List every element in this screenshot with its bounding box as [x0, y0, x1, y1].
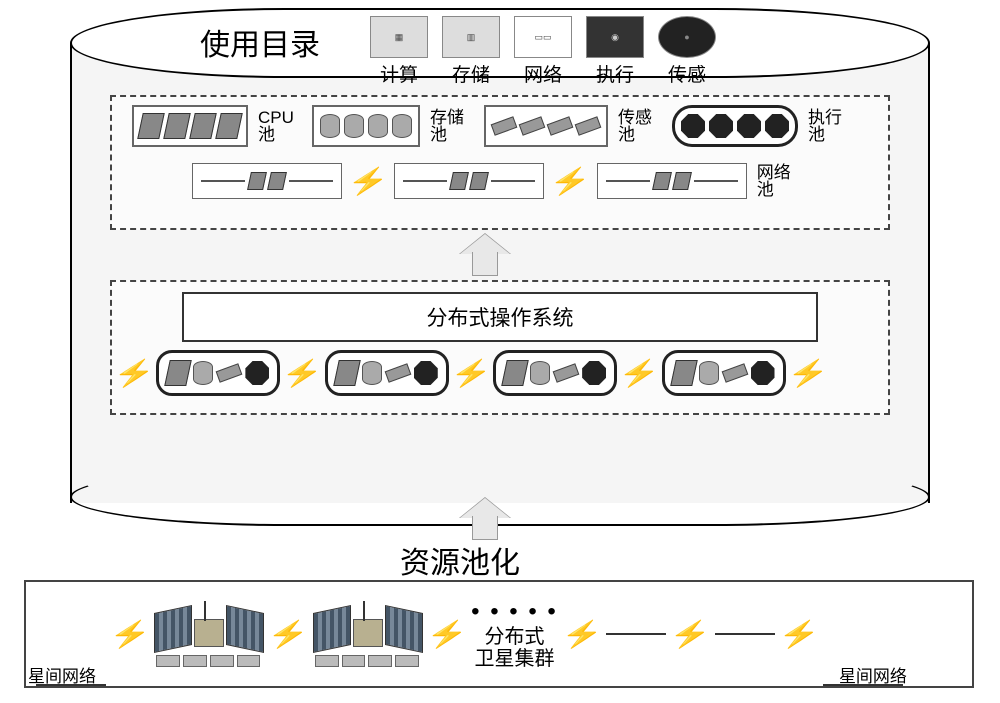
exec-pool: [672, 105, 798, 147]
catalog-network: ▭▭ 网络: [514, 16, 572, 87]
sat-resource-node: [493, 350, 617, 396]
sat-node-row: ⚡ ⚡ ⚡ ⚡ ⚡: [112, 350, 888, 396]
storage-icon: ▥: [442, 16, 500, 58]
bolt-icon: ⚡: [561, 621, 603, 647]
cluster-label: 分布式 卫星集群: [471, 626, 558, 670]
catalog-storage: ▥ 存储: [442, 16, 500, 87]
bolt-icon: ⚡: [113, 360, 155, 386]
catalog-exec: ◉ 执行: [586, 16, 644, 87]
sat-resource-node: [325, 350, 449, 396]
catalog-compute: ▦ 计算: [370, 16, 428, 87]
bolt-icon: ⚡: [550, 168, 592, 194]
cpu-icon: ▦: [370, 16, 428, 58]
catalog-row: ▦ 计算 ▥ 存储 ▭▭ 网络 ◉ 执行 ● 传感: [370, 16, 716, 87]
actuator-icon: ◉: [586, 16, 644, 58]
bolt-icon: ⚡: [450, 360, 492, 386]
catalog-sense: ● 传感: [658, 16, 716, 87]
storage-pool-label: 存储 池: [430, 109, 474, 143]
distributed-os-panel: 分布式操作系统 ⚡ ⚡ ⚡ ⚡ ⚡: [110, 280, 890, 415]
cpu-pool: [132, 105, 248, 147]
link-line: [606, 633, 666, 635]
distributed-os-box: 分布式操作系统: [182, 292, 818, 342]
catalog-label: 计算: [380, 60, 418, 87]
bolt-icon: ⚡: [618, 360, 660, 386]
ellipsis-dots: • • • • •: [471, 598, 558, 626]
bolt-icon: ⚡: [109, 621, 151, 647]
network-pool-row: ⚡ ⚡ 网络 池: [112, 155, 888, 207]
up-arrow-upper: [460, 234, 510, 276]
cluster-center: • • • • • 分布式 卫星集群: [471, 598, 558, 670]
catalog-label: 存储: [452, 60, 490, 87]
bolt-icon: ⚡: [347, 168, 389, 194]
sensor-pool: [484, 105, 608, 147]
satellite-icon: [154, 595, 264, 673]
bolt-icon: ⚡: [778, 621, 820, 647]
net-node: [192, 163, 342, 199]
bolt-icon: ⚡: [787, 360, 829, 386]
link-line: [715, 633, 775, 635]
up-arrow-lower: [460, 498, 510, 540]
use-catalog-title: 使用目录: [200, 20, 320, 64]
catalog-label: 传感: [668, 60, 706, 87]
cpu-pool-label: CPU 池: [258, 109, 302, 143]
sat-resource-node: [156, 350, 280, 396]
resource-pooling-title: 资源池化: [400, 538, 520, 582]
storage-pool: [312, 105, 420, 147]
catalog-label: 执行: [596, 60, 634, 87]
satellite-cluster-panel: 星间网络 ⚡ ⚡ ⚡ • • • • • 分布式 卫星集群 ⚡ ⚡ ⚡ 星间网络: [24, 580, 974, 688]
resource-pool-panel: CPU 池 存储 池 传感 池 执行 池 ⚡ ⚡ 网络 池: [110, 95, 890, 230]
net-node: [597, 163, 747, 199]
switch-icon: ▭▭: [514, 16, 572, 58]
pool-row-top: CPU 池 存储 池 传感 池 执行 池: [112, 97, 888, 155]
bolt-icon: ⚡: [669, 621, 711, 647]
bolt-icon: ⚡: [268, 621, 310, 647]
satellite-row: 星间网络 ⚡ ⚡ ⚡ • • • • • 分布式 卫星集群 ⚡ ⚡ ⚡ 星间网络: [26, 582, 972, 686]
catalog-label: 网络: [524, 60, 562, 87]
exec-pool-label: 执行 池: [808, 109, 852, 143]
bolt-icon: ⚡: [282, 360, 324, 386]
net-node: [394, 163, 544, 199]
satellite-icon: [313, 595, 423, 673]
sat-resource-node: [662, 350, 786, 396]
net-pool-label: 网络 池: [757, 164, 801, 198]
sensor-pool-label: 传感 池: [618, 109, 662, 143]
bolt-icon: ⚡: [426, 621, 468, 647]
sensor-icon: ●: [658, 16, 716, 58]
